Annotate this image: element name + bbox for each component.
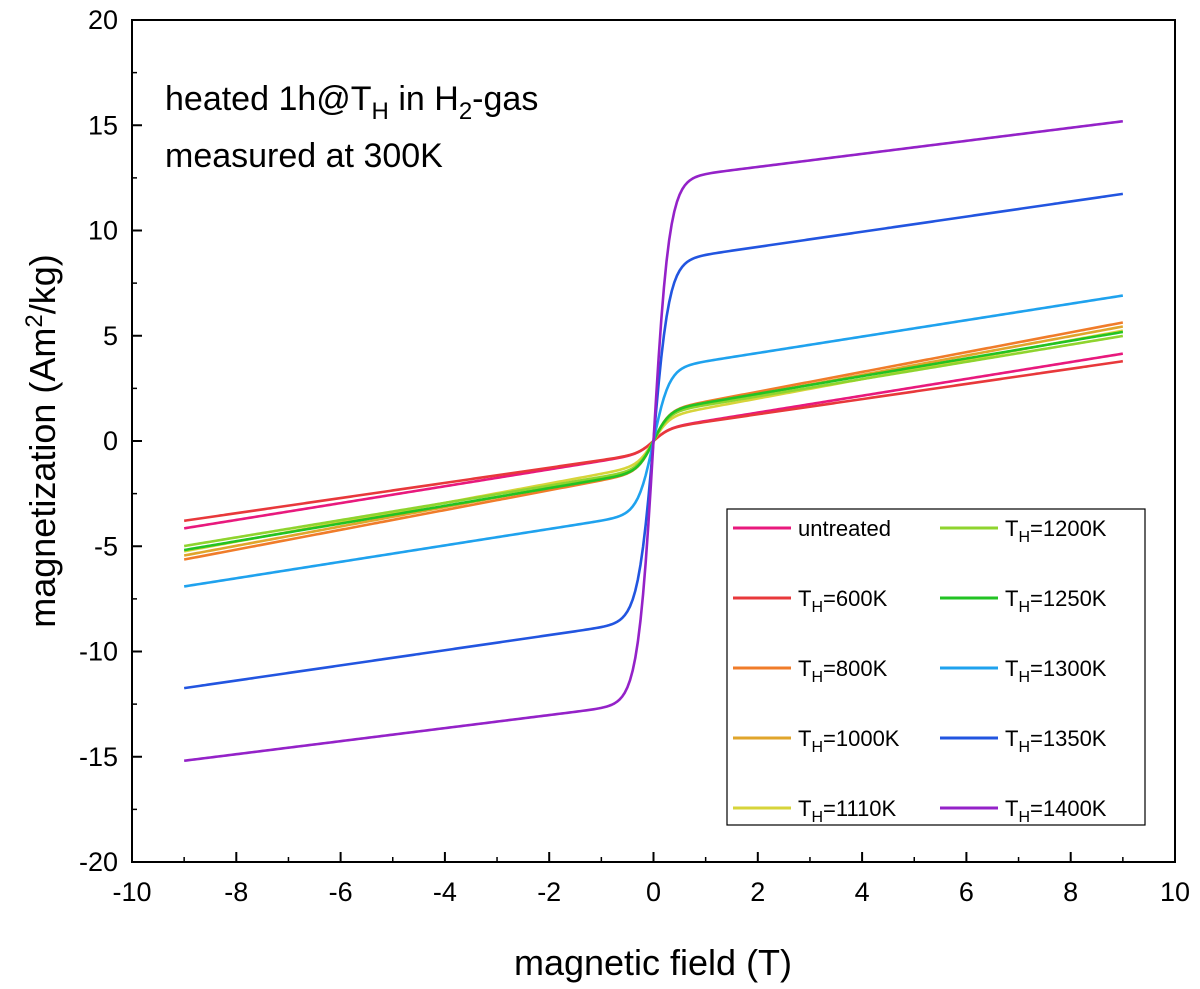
annotation-heated: heated 1h@TH in H2-gas xyxy=(165,80,538,125)
y-axis-title-sup: 2 xyxy=(21,314,48,327)
legend-label-5: TH=1200K xyxy=(1005,516,1107,546)
series-line-9 xyxy=(183,119,1124,763)
x-tick-label: -10 xyxy=(112,877,151,907)
legend-label-9: TH=1400K xyxy=(1005,796,1107,826)
y-tick-label: 15 xyxy=(88,110,118,140)
legend-label-2: TH=800K xyxy=(798,656,888,686)
x-tick-label: 10 xyxy=(1160,877,1190,907)
series-layer xyxy=(183,119,1124,763)
legend-label-0: untreated xyxy=(798,516,891,541)
y-tick-label: 10 xyxy=(88,216,118,246)
annotation-measured: measured at 300K xyxy=(165,137,443,175)
legend-label-6: TH=1250K xyxy=(1005,586,1107,616)
legend-label-1: TH=600K xyxy=(798,586,888,616)
y-axis-title-end: /kg) xyxy=(22,254,63,314)
legend-label-7: TH=1300K xyxy=(1005,656,1107,686)
y-axis-title: magnetization (Am2/kg) xyxy=(21,254,63,628)
x-tick-label: -4 xyxy=(433,877,457,907)
legend: untreated TH=600K TH=800K TH=1000K TH=1110K T… xyxy=(726,508,1146,826)
x-tick-label: 8 xyxy=(1063,877,1078,907)
x-tick-label: -6 xyxy=(329,877,353,907)
legend-label-8: TH=1350K xyxy=(1005,726,1107,756)
x-tick-label: 2 xyxy=(750,877,765,907)
x-tick-label: 4 xyxy=(855,877,870,907)
y-tick-label: 5 xyxy=(103,321,118,351)
legend-box xyxy=(726,508,1146,826)
y-tick-label: -15 xyxy=(79,742,118,772)
legend-label-4: TH=1110K xyxy=(798,796,897,826)
y-tick-label: -10 xyxy=(79,637,118,667)
x-tick-label: 6 xyxy=(959,877,974,907)
x-tick-label: 0 xyxy=(646,877,661,907)
y-tick-label: -5 xyxy=(94,531,118,561)
x-tick-label: -2 xyxy=(537,877,561,907)
y-tick-label: 0 xyxy=(103,426,118,456)
x-axis-title: magnetic field (T) xyxy=(514,942,792,983)
legend-label-3: TH=1000K xyxy=(798,726,900,756)
y-axis-title-main: magnetization (Am xyxy=(22,328,63,628)
x-tick-label: -8 xyxy=(224,877,248,907)
y-tick-label: 20 xyxy=(88,5,118,35)
y-tick-label: -20 xyxy=(79,847,118,877)
